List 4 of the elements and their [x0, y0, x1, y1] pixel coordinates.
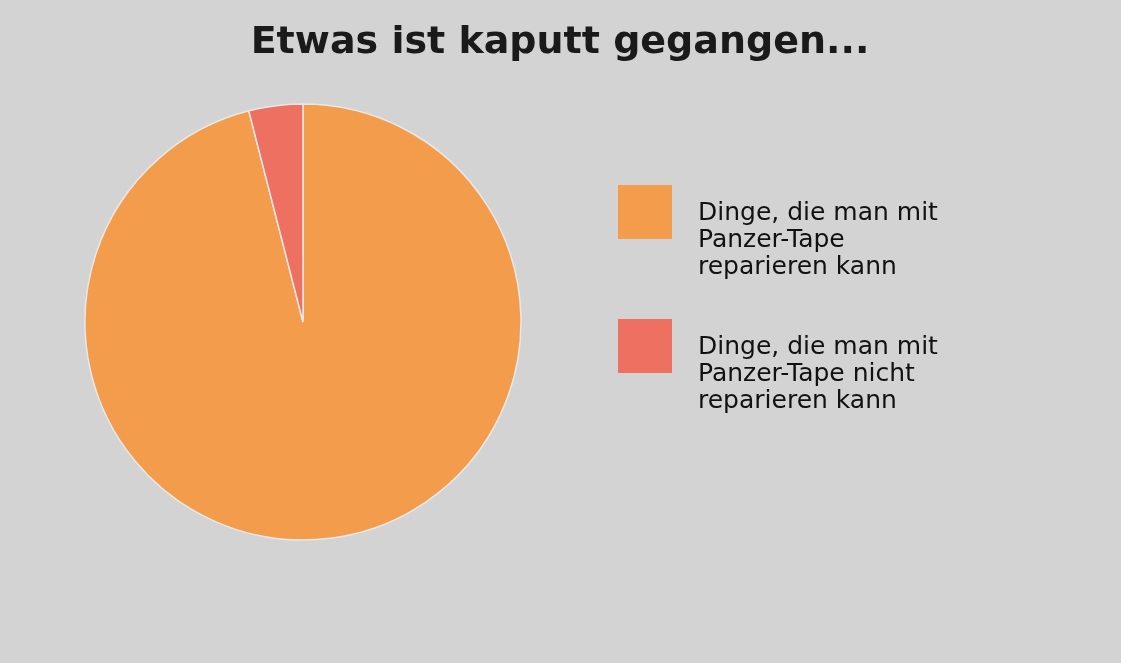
chart-title: Etwas ist kaputt gegangen...	[250, 18, 870, 62]
legend-label: Dinge, die man mit Panzer-Tape reparieren kann	[698, 197, 939, 280]
legend-label: Dinge, die man mit Panzer-Tape nicht reparieren kann	[698, 331, 939, 414]
pie-slice	[84, 103, 522, 541]
